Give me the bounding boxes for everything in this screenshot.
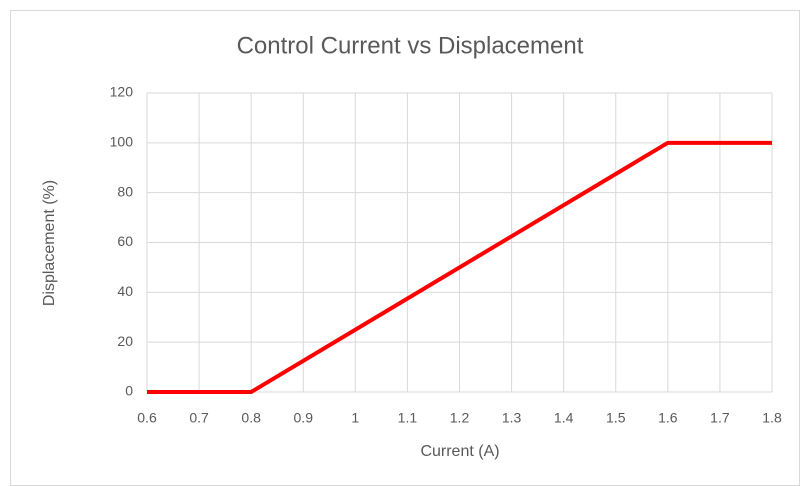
- x-tick-label: 1.6: [658, 410, 678, 426]
- y-tick-label: 40: [117, 283, 133, 299]
- y-tick-label: 60: [117, 233, 133, 249]
- x-tick-label: 0.8: [241, 410, 261, 426]
- x-tick-label: 1.1: [398, 410, 418, 426]
- y-tick-label: 80: [117, 183, 133, 199]
- x-tick-label: 1.4: [554, 410, 574, 426]
- y-axis-label: Displacement (%): [41, 180, 58, 306]
- x-tick-label: 1.5: [606, 410, 626, 426]
- x-tick-label: 1.8: [762, 410, 782, 426]
- x-tick-label: 1: [351, 410, 359, 426]
- data-line: [147, 140, 772, 394]
- x-tick-label: 1.2: [450, 410, 470, 426]
- x-tick-label: 0.6: [137, 410, 157, 426]
- x-tick-label: 1.3: [502, 410, 522, 426]
- y-tick-label: 120: [110, 84, 134, 100]
- y-tick-label: 100: [110, 134, 134, 150]
- chart-title: Control Current vs Displacement: [237, 32, 584, 59]
- y-tick-label: 20: [117, 333, 133, 349]
- y-tick-label: 0: [125, 383, 133, 399]
- x-tick-label: 1.7: [710, 410, 730, 426]
- x-tick-label: 0.9: [294, 410, 314, 426]
- x-axis-label: Current (A): [420, 443, 499, 460]
- x-tick-label: 0.7: [189, 410, 209, 426]
